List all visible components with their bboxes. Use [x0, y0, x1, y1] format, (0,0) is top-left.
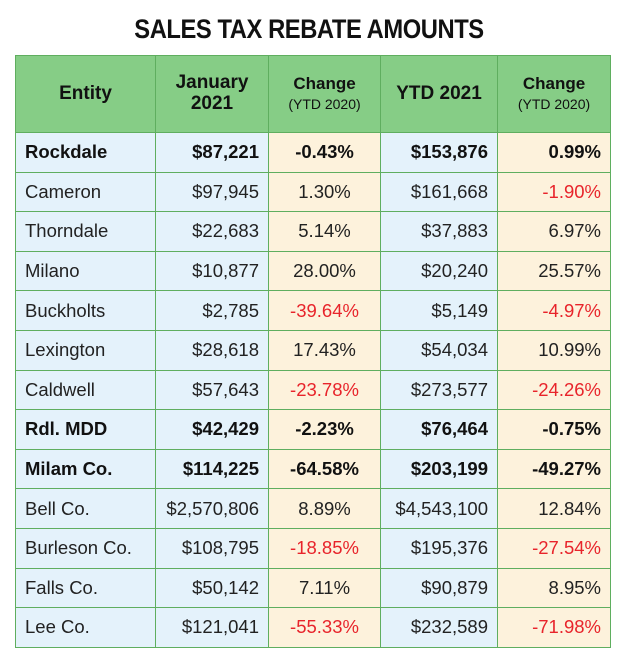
entity-cell: Milam Co.	[15, 448, 156, 490]
value-cell: 17.43%	[268, 329, 381, 371]
entity-cell: Milano	[15, 250, 156, 292]
value-cell: $87,221	[155, 132, 269, 173]
value-cell: $2,570,806	[155, 488, 269, 529]
value-cell: -23.78%	[268, 369, 381, 411]
header-row: Entity January 2021 Change (YTD 2020) YTD 20…	[15, 55, 611, 133]
entity-cell: Cameron	[15, 171, 156, 213]
entity-cell: Thorndale	[15, 211, 156, 252]
value-cell: $5,149	[380, 290, 498, 331]
value-cell: $22,683	[155, 211, 269, 252]
value-cell: $57,643	[155, 369, 269, 411]
value-cell: -4.97%	[497, 290, 611, 331]
value-cell: $161,668	[380, 171, 498, 213]
table-row: Milano $10,877 28.00% $20,240 25.57%	[15, 250, 611, 292]
value-cell: 12.84%	[497, 488, 611, 529]
value-cell: $203,199	[380, 448, 498, 490]
entity-cell: Caldwell	[15, 369, 156, 411]
table-row: Burleson Co. $108,795 -18.85% $195,376 -27.5…	[15, 527, 611, 569]
column-header: Entity	[15, 55, 156, 133]
entity-cell: Burleson Co.	[15, 527, 156, 569]
entity-cell: Buckholts	[15, 290, 156, 331]
entity-cell: Lee Co.	[15, 607, 156, 648]
entity-cell: Rdl. MDD	[15, 409, 156, 450]
value-cell: -2.23%	[268, 409, 381, 450]
value-cell: -71.98%	[497, 607, 611, 648]
rebate-table: Entity January 2021 Change (YTD 2020) YTD 20…	[15, 55, 611, 648]
title: SALES TAX REBATE AMOUNTS	[134, 14, 484, 44]
value-cell: $114,225	[155, 448, 269, 490]
value-cell: 10.99%	[497, 329, 611, 371]
table-row: Lee Co. $121,041 -55.33% $232,589 -71.98%	[15, 607, 611, 648]
column-header: YTD 2021	[380, 55, 498, 133]
table-row: Bell Co. $2,570,806 8.89% $4,543,100 12.84%	[15, 488, 611, 529]
value-cell: 8.89%	[268, 488, 381, 529]
entity-cell: Rockdale	[15, 132, 156, 173]
value-cell: $108,795	[155, 527, 269, 569]
column-title: Change	[293, 74, 356, 94]
table-row: Caldwell $57,643 -23.78% $273,577 -24.26%	[15, 369, 611, 411]
table-row: Rdl. MDD $42,429 -2.23% $76,464 -0.75%	[15, 409, 611, 450]
value-cell: 0.99%	[497, 132, 611, 173]
column-subtitle: (YTD 2020)	[288, 96, 361, 113]
value-cell: $4,543,100	[380, 488, 498, 529]
table-row: Thorndale $22,683 5.14% $37,883 6.97%	[15, 211, 611, 252]
value-cell: -0.75%	[497, 409, 611, 450]
column-header: Change (YTD 2020)	[268, 55, 381, 133]
value-cell: $273,577	[380, 369, 498, 411]
value-cell: $20,240	[380, 250, 498, 292]
column-title: YTD 2021	[396, 82, 482, 104]
value-cell: -24.26%	[497, 369, 611, 411]
value-cell: $42,429	[155, 409, 269, 450]
column-title: Change	[522, 74, 586, 94]
table-row: Falls Co. $50,142 7.11% $90,879 8.95%	[15, 567, 611, 609]
value-cell: 5.14%	[268, 211, 381, 252]
value-cell: -18.85%	[268, 527, 381, 569]
value-cell: 28.00%	[268, 250, 381, 292]
column-title: Entity	[59, 82, 112, 104]
value-cell: $2,785	[155, 290, 269, 331]
column-title: January 2021	[175, 72, 249, 114]
table-body: Rockdale $87,221 -0.43% $153,876 0.99% Camero…	[15, 132, 611, 648]
table-row: Rockdale $87,221 -0.43% $153,876 0.99%	[15, 132, 611, 173]
value-cell: $10,877	[155, 250, 269, 292]
table-row: Milam Co. $114,225 -64.58% $203,199 -49.27%	[15, 448, 611, 490]
column-header: January 2021	[155, 55, 269, 133]
value-cell: $232,589	[380, 607, 498, 648]
value-cell: 6.97%	[497, 211, 611, 252]
entity-cell: Lexington	[15, 329, 156, 371]
value-cell: 25.57%	[497, 250, 611, 292]
value-cell: 7.11%	[268, 567, 381, 609]
entity-cell: Falls Co.	[15, 567, 156, 609]
value-cell: $97,945	[155, 171, 269, 213]
value-cell: $90,879	[380, 567, 498, 609]
value-cell: $37,883	[380, 211, 498, 252]
value-cell: -64.58%	[268, 448, 381, 490]
table-row: Cameron $97,945 1.30% $161,668 -1.90%	[15, 171, 611, 213]
column-header: Change (YTD 2020)	[497, 55, 611, 133]
table-row: Buckholts $2,785 -39.64% $5,149 -4.97%	[15, 290, 611, 331]
value-cell: -0.43%	[268, 132, 381, 173]
value-cell: $50,142	[155, 567, 269, 609]
value-cell: -49.27%	[497, 448, 611, 490]
column-subtitle: (YTD 2020)	[517, 96, 591, 113]
table-row: Lexington $28,618 17.43% $54,034 10.99%	[15, 329, 611, 371]
value-cell: $54,034	[380, 329, 498, 371]
value-cell: $28,618	[155, 329, 269, 371]
entity-cell: Bell Co.	[15, 488, 156, 529]
value-cell: 1.30%	[268, 171, 381, 213]
value-cell: 8.95%	[497, 567, 611, 609]
value-cell: $195,376	[380, 527, 498, 569]
value-cell: $121,041	[155, 607, 269, 648]
value-cell: -1.90%	[497, 171, 611, 213]
value-cell: $153,876	[380, 132, 498, 173]
value-cell: $76,464	[380, 409, 498, 450]
value-cell: -27.54%	[497, 527, 611, 569]
value-cell: -55.33%	[268, 607, 381, 648]
value-cell: -39.64%	[268, 290, 381, 331]
